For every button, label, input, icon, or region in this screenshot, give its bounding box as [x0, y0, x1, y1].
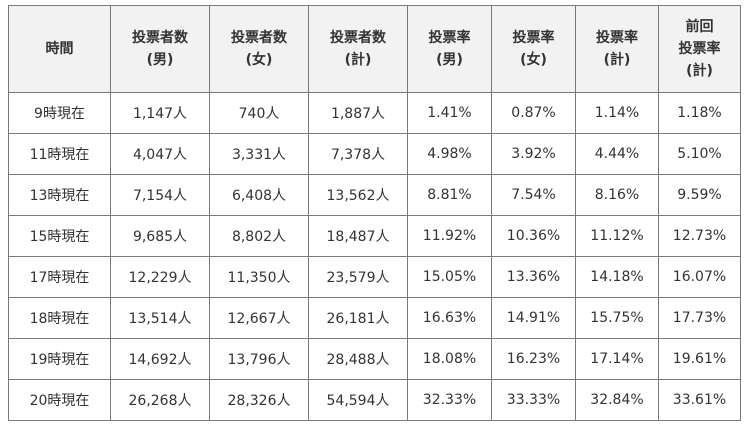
- cell-rate-female: 0.87%: [491, 92, 576, 134]
- cell-rate-total: 32.84%: [575, 379, 659, 421]
- cell-rate-male: 18.08%: [407, 338, 492, 380]
- header-line: (計): [344, 52, 372, 68]
- cell-rate-female: 16.23%: [491, 338, 576, 380]
- header-time: 時間: [8, 5, 111, 93]
- header-line: (女): [245, 52, 273, 68]
- cell-voters-male: 13,514人: [110, 297, 210, 339]
- cell-rate-male: 15.05%: [407, 256, 492, 298]
- header-rate-male: 投票率 (男): [407, 5, 492, 93]
- cell-voters-total: 26,181人: [308, 297, 408, 339]
- cell-voters-female: 6,408人: [209, 174, 309, 216]
- cell-rate-female: 13.36%: [491, 256, 576, 298]
- cell-previous-rate: 16.07%: [658, 256, 741, 298]
- cell-voters-male: 12,229人: [110, 256, 210, 298]
- table-row: 20時現在 26,268人 28,326人 54,594人 32.33% 33.…: [8, 379, 741, 421]
- table-row: 18時現在 13,514人 12,667人 26,181人 16.63% 14.…: [8, 297, 741, 339]
- cell-voters-female: 11,350人: [209, 256, 309, 298]
- header-line: 投票者数: [330, 30, 386, 46]
- header-line: (計): [603, 52, 631, 68]
- cell-rate-total: 11.12%: [575, 215, 659, 257]
- header-line: (男): [436, 52, 463, 68]
- cell-previous-rate: 19.61%: [658, 338, 741, 380]
- cell-voters-male: 26,268人: [110, 379, 210, 421]
- table-row: 11時現在 4,047人 3,331人 7,378人 4.98% 3.92% 4…: [8, 133, 741, 175]
- cell-rate-male: 11.92%: [407, 215, 492, 257]
- header-line: 投票者数: [231, 30, 287, 46]
- header-previous-rate-total: 前回 投票率 (計): [658, 5, 741, 93]
- header-row: 時間 投票者数 (男) 投票者数 (女) 投票者数 (計) 投票率 (男) 投票…: [8, 5, 741, 93]
- cell-voters-female: 12,667人: [209, 297, 309, 339]
- cell-rate-female: 10.36%: [491, 215, 576, 257]
- table-row: 15時現在 9,685人 8,802人 18,487人 11.92% 10.36…: [8, 215, 741, 257]
- header-line: 投票率: [678, 41, 721, 57]
- cell-voters-total: 28,488人: [308, 338, 408, 380]
- cell-voters-male: 7,154人: [110, 174, 210, 216]
- cell-rate-total: 4.44%: [575, 133, 659, 175]
- cell-rate-male: 8.81%: [407, 174, 492, 216]
- cell-time: 11時現在: [8, 133, 111, 175]
- header-voters-total: 投票者数 (計): [308, 5, 408, 93]
- header-line: 投票率: [428, 30, 471, 46]
- header-line: 前回: [685, 19, 714, 35]
- table-row: 17時現在 12,229人 11,350人 23,579人 15.05% 13.…: [8, 256, 741, 298]
- cell-previous-rate: 33.61%: [658, 379, 741, 421]
- cell-rate-total: 14.18%: [575, 256, 659, 298]
- cell-voters-female: 28,326人: [209, 379, 309, 421]
- header-line: 投票率: [512, 30, 555, 46]
- cell-rate-total: 8.16%: [575, 174, 659, 216]
- cell-time: 17時現在: [8, 256, 111, 298]
- cell-voters-female: 740人: [209, 92, 309, 134]
- cell-voters-total: 1,887人: [308, 92, 408, 134]
- header-rate-total: 投票率 (計): [575, 5, 659, 93]
- cell-time: 9時現在: [8, 92, 111, 134]
- cell-time: 13時現在: [8, 174, 111, 216]
- header-voters-male: 投票者数 (男): [110, 5, 210, 93]
- cell-rate-male: 4.98%: [407, 133, 492, 175]
- cell-rate-female: 33.33%: [491, 379, 576, 421]
- header-line: (計): [686, 63, 713, 79]
- table-row: 19時現在 14,692人 13,796人 28,488人 18.08% 16.…: [8, 338, 741, 380]
- cell-rate-male: 32.33%: [407, 379, 492, 421]
- header-rate-female: 投票率 (女): [491, 5, 576, 93]
- cell-voters-total: 23,579人: [308, 256, 408, 298]
- cell-voters-female: 8,802人: [209, 215, 309, 257]
- turnout-table: 時間 投票者数 (男) 投票者数 (女) 投票者数 (計) 投票率 (男) 投票…: [8, 5, 741, 421]
- cell-previous-rate: 5.10%: [658, 133, 741, 175]
- cell-voters-male: 1,147人: [110, 92, 210, 134]
- header-line: (男): [146, 52, 174, 68]
- header-line: (女): [520, 52, 547, 68]
- table-row: 13時現在 7,154人 6,408人 13,562人 8.81% 7.54% …: [8, 174, 741, 216]
- cell-time: 20時現在: [8, 379, 111, 421]
- cell-previous-rate: 17.73%: [658, 297, 741, 339]
- cell-voters-male: 9,685人: [110, 215, 210, 257]
- cell-voters-total: 7,378人: [308, 133, 408, 175]
- cell-voters-total: 18,487人: [308, 215, 408, 257]
- cell-rate-total: 15.75%: [575, 297, 659, 339]
- cell-rate-female: 7.54%: [491, 174, 576, 216]
- header-line: 投票者数: [132, 30, 188, 46]
- cell-voters-total: 13,562人: [308, 174, 408, 216]
- cell-previous-rate: 12.73%: [658, 215, 741, 257]
- header-line: 投票率: [596, 30, 638, 46]
- cell-rate-total: 17.14%: [575, 338, 659, 380]
- cell-rate-female: 14.91%: [491, 297, 576, 339]
- cell-voters-female: 3,331人: [209, 133, 309, 175]
- cell-previous-rate: 1.18%: [658, 92, 741, 134]
- cell-time: 15時現在: [8, 215, 111, 257]
- cell-rate-female: 3.92%: [491, 133, 576, 175]
- cell-voters-male: 4,047人: [110, 133, 210, 175]
- cell-voters-total: 54,594人: [308, 379, 408, 421]
- cell-voters-male: 14,692人: [110, 338, 210, 380]
- cell-voters-female: 13,796人: [209, 338, 309, 380]
- cell-rate-male: 1.41%: [407, 92, 492, 134]
- table-row: 9時現在 1,147人 740人 1,887人 1.41% 0.87% 1.14…: [8, 92, 741, 134]
- cell-previous-rate: 9.59%: [658, 174, 741, 216]
- cell-rate-male: 16.63%: [407, 297, 492, 339]
- cell-time: 19時現在: [8, 338, 111, 380]
- header-voters-female: 投票者数 (女): [209, 5, 309, 93]
- cell-time: 18時現在: [8, 297, 111, 339]
- cell-rate-total: 1.14%: [575, 92, 659, 134]
- header-line: 時間: [45, 41, 74, 57]
